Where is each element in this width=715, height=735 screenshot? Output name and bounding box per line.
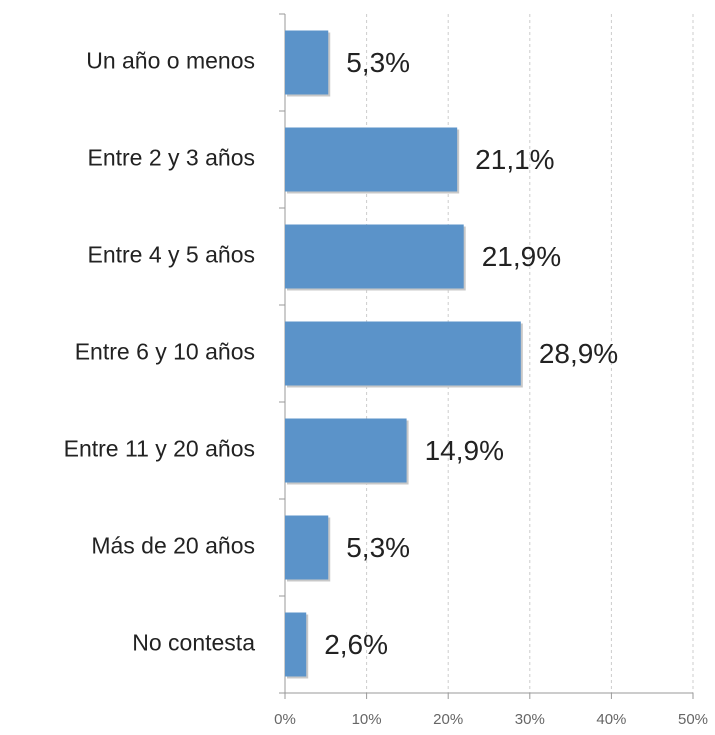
- bar: [285, 418, 407, 483]
- bar: [285, 612, 307, 677]
- x-tick-label: 10%: [352, 711, 382, 728]
- bar: [285, 515, 329, 580]
- x-tick-label: 20%: [433, 711, 463, 728]
- bar: [285, 224, 464, 289]
- y-tick-label: Un año o menos: [86, 48, 255, 74]
- x-tick-label: 0%: [274, 711, 296, 728]
- value-label: 2,6%: [324, 629, 388, 660]
- y-tick-label: Entre 6 y 10 años: [75, 339, 255, 365]
- value-label: 14,9%: [425, 435, 504, 466]
- bar: [285, 127, 458, 192]
- y-tick-label: No contesta: [132, 630, 255, 656]
- y-tick-label: Entre 11 y 20 años: [64, 436, 255, 462]
- y-tick-label: Más de 20 años: [91, 533, 255, 559]
- y-tick-label: Entre 2 y 3 años: [88, 145, 256, 171]
- value-label: 5,3%: [346, 47, 410, 78]
- x-tick-label: 30%: [515, 711, 545, 728]
- bar: [285, 30, 329, 95]
- y-tick-label: Entre 4 y 5 años: [88, 242, 256, 268]
- value-label: 5,3%: [346, 532, 410, 563]
- value-label: 28,9%: [539, 338, 618, 369]
- bar: [285, 321, 521, 386]
- value-label: 21,1%: [475, 144, 554, 175]
- value-label: 21,9%: [482, 241, 561, 272]
- x-tick-label: 50%: [678, 711, 708, 728]
- x-tick-label: 40%: [596, 711, 626, 728]
